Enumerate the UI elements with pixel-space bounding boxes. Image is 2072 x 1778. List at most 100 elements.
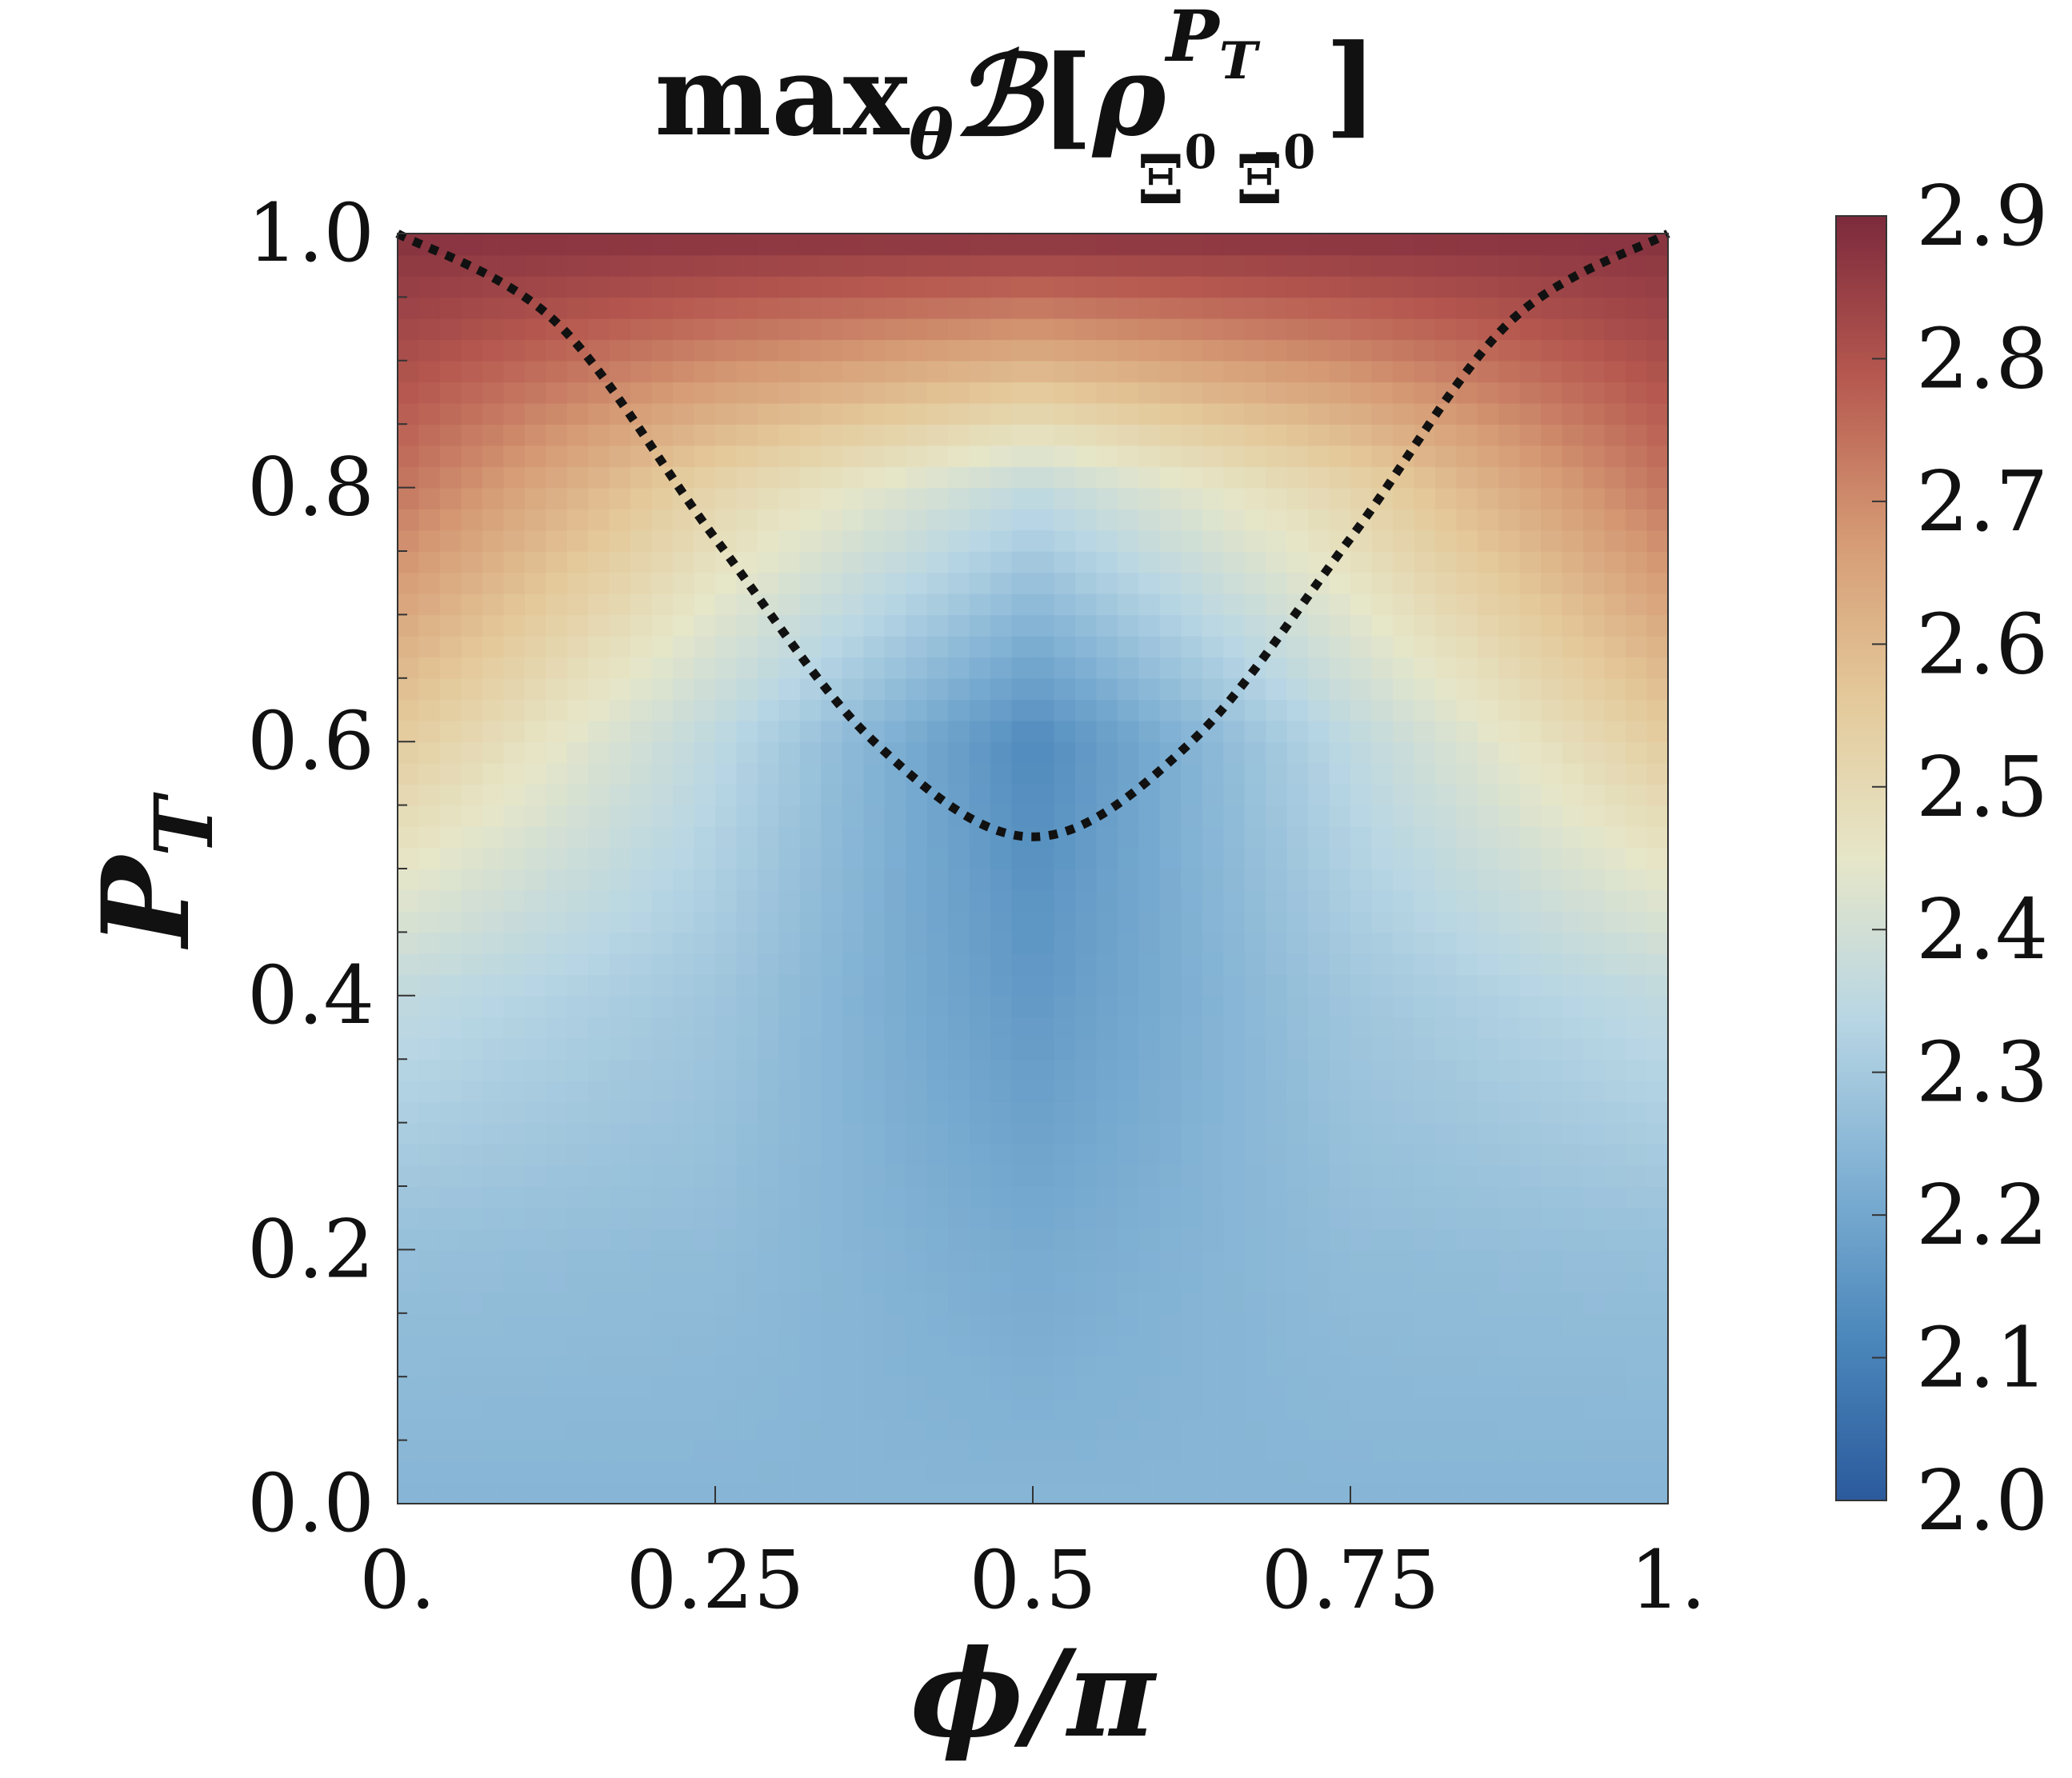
heatmap-cell xyxy=(439,635,462,658)
heatmap-cell xyxy=(588,805,610,827)
heatmap-cell xyxy=(1054,974,1076,997)
heatmap-cell xyxy=(1244,1186,1266,1209)
heatmap-cell xyxy=(398,275,420,298)
heatmap-cell xyxy=(1350,234,1373,256)
heatmap-cell xyxy=(799,974,822,997)
heatmap-cell xyxy=(906,953,928,976)
heatmap-cell xyxy=(1159,1017,1182,1039)
heatmap-cell xyxy=(566,1017,589,1039)
heatmap-cell xyxy=(1519,1292,1542,1314)
heatmap-cell xyxy=(1074,635,1098,658)
heatmap-cell xyxy=(715,932,738,954)
heatmap-cell xyxy=(778,1440,801,1462)
heatmap-cell xyxy=(757,339,780,362)
heatmap-cell xyxy=(566,889,589,912)
heatmap-cell xyxy=(969,1397,991,1420)
heatmap-cell xyxy=(1350,1313,1373,1336)
heatmap-cell xyxy=(1286,805,1309,827)
heatmap-cell xyxy=(630,1017,653,1039)
y-tick-label: 0.4 xyxy=(247,949,374,1042)
heatmap-cell xyxy=(1371,339,1394,362)
heatmap-cell xyxy=(1266,593,1288,616)
heatmap-cell xyxy=(1159,297,1182,319)
heatmap-cell xyxy=(651,910,674,933)
heatmap-cell xyxy=(1498,1249,1521,1272)
heatmap-cell xyxy=(842,1270,865,1293)
heatmap-cell xyxy=(1117,699,1140,721)
heatmap-cell xyxy=(482,593,505,616)
heatmap-cell xyxy=(1477,254,1500,277)
heatmap-cell xyxy=(1138,1037,1161,1060)
heatmap-cell xyxy=(1011,1101,1034,1124)
heatmap-cell xyxy=(1646,275,1668,298)
heatmap-cell xyxy=(1308,826,1330,849)
heatmap-cell xyxy=(1308,847,1330,869)
heatmap-cell xyxy=(1244,1419,1266,1441)
heatmap-cell xyxy=(482,1355,505,1377)
heatmap-cell xyxy=(524,1122,547,1145)
heatmap-cell xyxy=(1498,382,1521,404)
heatmap-cell xyxy=(757,1334,780,1356)
heatmap-cell xyxy=(1202,910,1224,933)
heatmap-cell xyxy=(1202,339,1224,362)
heatmap-cell xyxy=(1074,1186,1098,1209)
heatmap-cell xyxy=(1074,254,1098,277)
heatmap-cell xyxy=(673,1334,695,1356)
heatmap-cell xyxy=(1456,297,1478,319)
heatmap-cell xyxy=(990,1397,1013,1420)
heatmap-cell xyxy=(1202,932,1224,954)
heatmap-cell xyxy=(1074,1355,1098,1377)
heatmap-cell xyxy=(1498,635,1521,658)
heatmap-cell xyxy=(1626,974,1648,997)
heatmap-cell xyxy=(1456,657,1478,679)
heatmap-cell xyxy=(1117,889,1140,912)
heatmap-cell xyxy=(842,509,865,531)
heatmap-cell xyxy=(694,318,716,341)
heatmap-cell xyxy=(1329,1144,1351,1166)
heatmap-cell xyxy=(609,1376,631,1399)
heatmap-cell xyxy=(1266,677,1288,701)
heatmap-cell xyxy=(461,805,483,827)
heatmap-cell xyxy=(821,234,843,256)
heatmap-cell xyxy=(906,1376,928,1399)
heatmap-cell xyxy=(482,805,505,827)
heatmap-cell xyxy=(1181,1482,1203,1504)
heatmap-cell xyxy=(1434,254,1458,277)
heatmap-cell xyxy=(1074,847,1098,869)
heatmap-cell xyxy=(609,699,631,721)
heatmap-cell xyxy=(1074,1037,1098,1060)
heatmap-cell xyxy=(482,869,505,891)
heatmap-cell xyxy=(694,1270,716,1293)
heatmap-cell xyxy=(1181,784,1203,806)
heatmap-cell xyxy=(461,509,483,531)
heatmap-cell xyxy=(1350,1270,1373,1293)
heatmap-cell xyxy=(799,762,822,785)
heatmap-cell xyxy=(1244,1249,1266,1272)
heatmap-cell xyxy=(482,995,505,1018)
heatmap-cell xyxy=(1138,1440,1161,1462)
heatmap-cell xyxy=(926,995,949,1018)
heatmap-cell xyxy=(969,974,991,997)
heatmap-cell xyxy=(778,932,801,954)
heatmap-cell xyxy=(1308,657,1330,679)
heatmap-cell xyxy=(736,1080,758,1102)
heatmap-cell xyxy=(1626,1037,1648,1060)
heatmap-cell xyxy=(651,974,674,997)
heatmap-cell xyxy=(1371,1376,1394,1399)
heatmap-cell xyxy=(736,1186,758,1209)
heatmap-cell xyxy=(418,805,441,827)
heatmap-cell xyxy=(482,1482,505,1504)
heatmap-cell xyxy=(1350,995,1373,1018)
heatmap-cell xyxy=(990,784,1013,806)
heatmap-cell xyxy=(1414,1165,1436,1187)
heatmap-cell xyxy=(566,234,589,256)
heatmap-cell xyxy=(1202,614,1224,637)
heatmap-cell xyxy=(1498,889,1521,912)
heatmap-cell xyxy=(1329,593,1351,616)
heatmap-cell xyxy=(1562,805,1584,827)
heatmap-cell xyxy=(1202,869,1224,891)
heatmap-cell xyxy=(1604,1292,1626,1314)
heatmap-cell xyxy=(1498,466,1521,489)
heatmap-cell xyxy=(524,1482,547,1504)
heatmap-cell xyxy=(1498,339,1521,362)
